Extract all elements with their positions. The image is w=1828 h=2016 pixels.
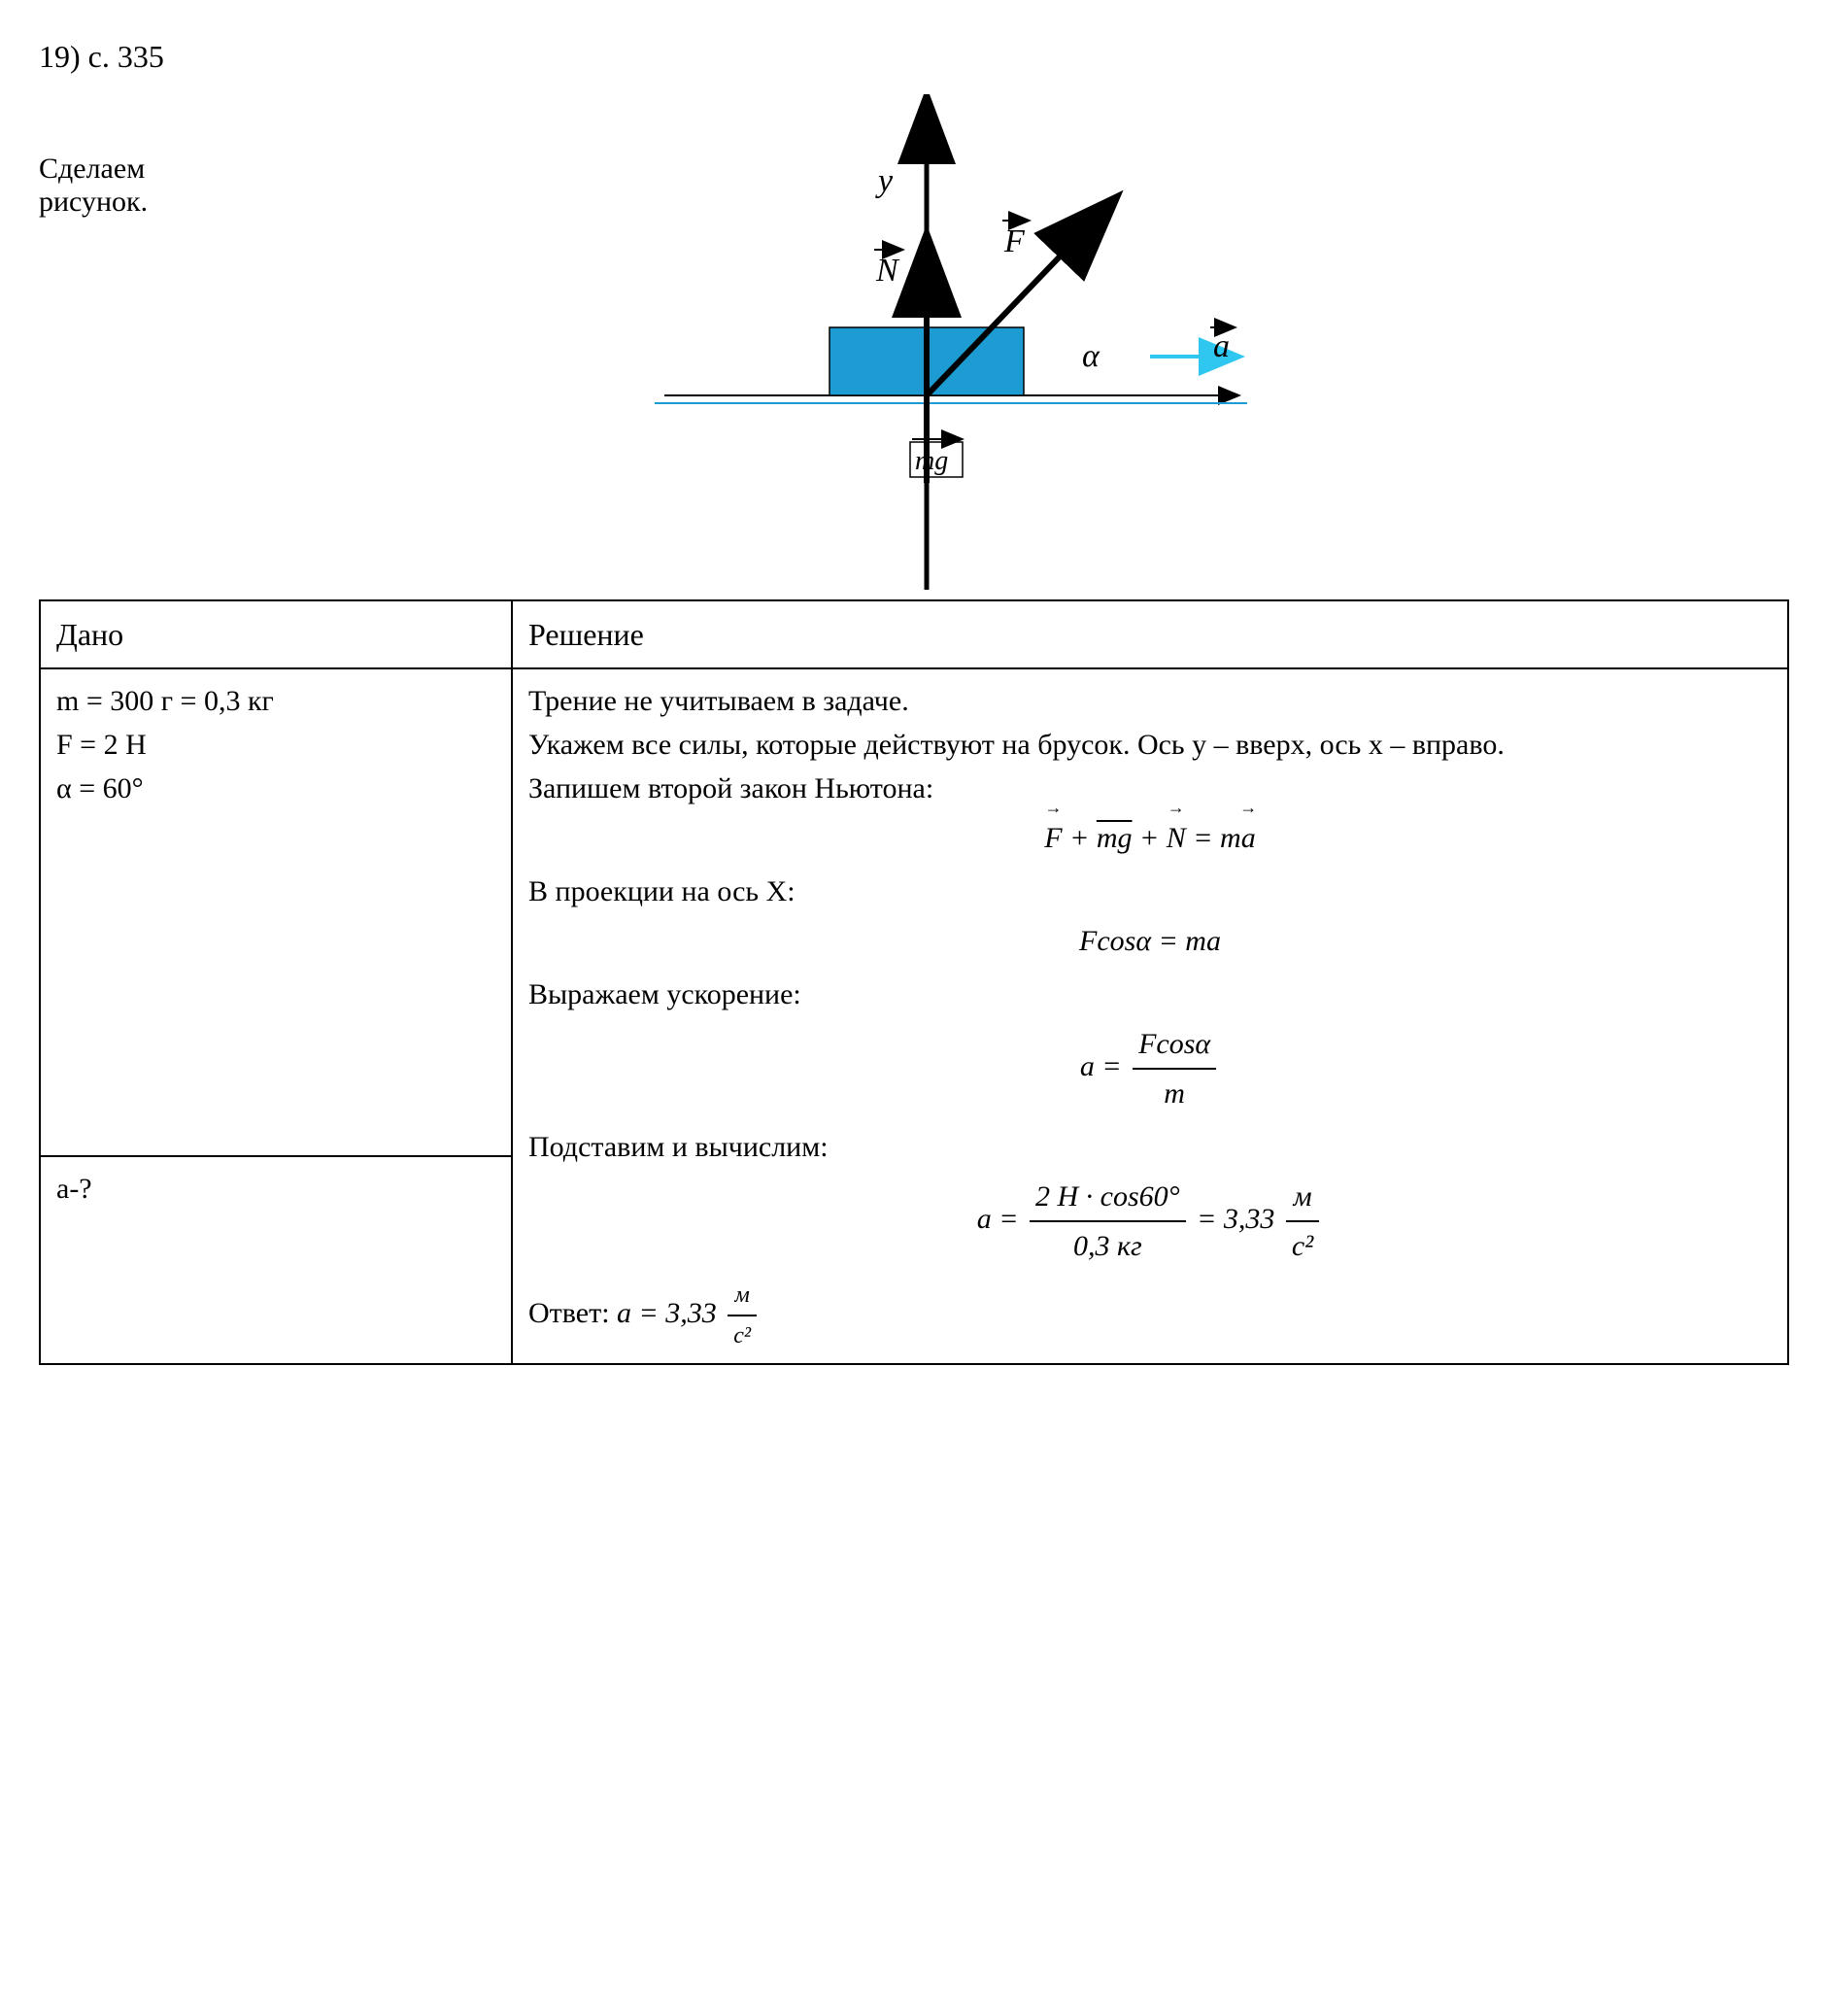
given-values: m = 300 г = 0,3 кг F = 2 Н α = 60° <box>40 668 512 1156</box>
given-line: α = 60° <box>56 767 495 810</box>
given-header: Дано <box>40 600 512 668</box>
projection-equation: Fcosα = ma <box>528 919 1772 963</box>
solution-line: Укажем все силы, которые действуют на бр… <box>528 723 1772 767</box>
answer-line: Ответ: a = 3,33 м с² <box>528 1278 1772 1353</box>
solution-line: Трение не учитываем в задаче. <box>528 679 1772 723</box>
numeric-equation: a = 2 Н · cos60° 0,3 кг = 3,33 м с² <box>528 1175 1772 1268</box>
solution-line: Запишем второй закон Ньютона: <box>528 767 1772 810</box>
svg-text:y: y <box>875 163 894 199</box>
svg-text:α: α <box>1082 338 1100 374</box>
solution-line: Выражаем ускорение: <box>528 973 1772 1016</box>
solution-header: Решение <box>512 600 1788 668</box>
svg-text:mg: mg <box>915 446 948 476</box>
acceleration-equation: a = Fcosα m <box>528 1022 1772 1115</box>
solution-line: Подставим и вычислим: <box>528 1125 1772 1169</box>
svg-text:N: N <box>875 253 900 289</box>
svg-text:a: a <box>1213 328 1230 364</box>
solution-line: В проекции на ось X: <box>528 870 1772 913</box>
newton-equation: F + mg + N = ma <box>528 816 1772 860</box>
solution-table: Дано Решение m = 300 г = 0,3 кг F = 2 Н … <box>39 599 1789 1365</box>
problem-label: 19) с. 335 <box>39 39 1789 75</box>
solution-body: Трение не учитываем в задаче. Укажем все… <box>512 668 1788 1364</box>
svg-text:F: F <box>1003 223 1026 259</box>
given-line: a-? <box>56 1167 495 1211</box>
given-line: m = 300 г = 0,3 кг <box>56 679 495 723</box>
force-diagram: y F N mg α a <box>538 94 1315 599</box>
unknown-cell: a-? <box>40 1156 512 1364</box>
given-line: F = 2 Н <box>56 723 495 767</box>
